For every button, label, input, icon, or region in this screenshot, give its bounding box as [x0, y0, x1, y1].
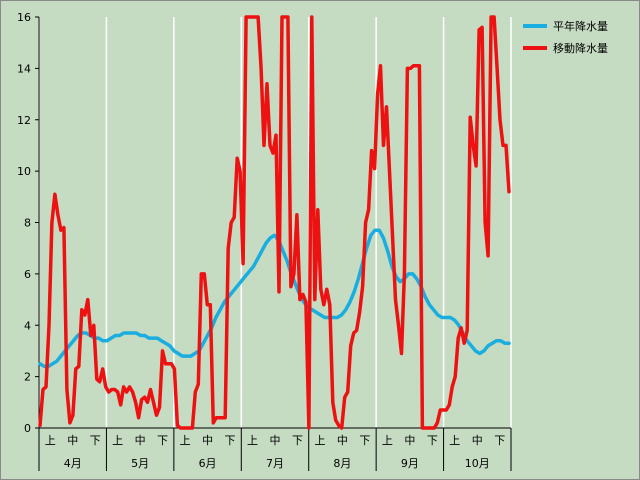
x-subcategory-label: 下 [157, 434, 168, 447]
x-subcategory-label: 中 [270, 434, 281, 447]
x-subcategory-label: 上 [314, 434, 325, 447]
x-month-label: 4月 [64, 457, 82, 470]
x-subcategory-label: 中 [67, 434, 78, 447]
legend-label-moving: 移動降水量 [553, 42, 608, 55]
legend-swatch-moving [523, 46, 547, 50]
x-subcategory-label: 中 [202, 434, 213, 447]
y-tick-label: 12 [17, 114, 31, 127]
x-subcategory-label: 上 [180, 434, 191, 447]
y-tick-label: 14 [17, 62, 31, 75]
x-month-label: 9月 [401, 457, 419, 470]
legend: 平年降水量 移動降水量 [523, 15, 635, 59]
y-tick-label: 6 [24, 268, 31, 281]
y-tick-label: 16 [17, 11, 31, 24]
x-subcategory-label: 上 [449, 434, 460, 447]
x-axis-labels: 上中下4月上中下5月上中下6月上中下7月上中下8月上中下9月上中下10月 [45, 434, 506, 470]
series-line-normal [38, 228, 511, 369]
legend-label-normal: 平年降水量 [553, 20, 608, 33]
x-subcategory-label: 上 [112, 434, 123, 447]
y-tick-label: 0 [24, 422, 31, 435]
x-month-label: 5月 [131, 457, 149, 470]
legend-item-moving: 移動降水量 [523, 37, 635, 59]
series-line-moving [38, 15, 511, 430]
series-lines [38, 15, 511, 430]
x-subcategory-label: 下 [427, 434, 438, 447]
x-month-label: 10月 [465, 457, 490, 470]
legend-item-normal: 平年降水量 [523, 15, 635, 37]
plot-area [39, 17, 511, 428]
x-subcategory-label: 上 [247, 434, 258, 447]
x-subcategory-label: 下 [494, 434, 505, 447]
x-subcategory-label: 下 [90, 434, 101, 447]
x-subcategory-label: 上 [382, 434, 393, 447]
x-month-label: 7月 [266, 457, 284, 470]
y-axis-ticks: 0 2 4 6 8 10 12 14 16 [17, 11, 39, 435]
x-subcategory-label: 下 [225, 434, 236, 447]
x-subcategory-label: 上 [45, 434, 56, 447]
x-subcategory-label: 中 [337, 434, 348, 447]
y-tick-label: 8 [24, 217, 31, 230]
x-subcategory-label: 中 [472, 434, 483, 447]
y-tick-label: 2 [24, 371, 31, 384]
y-tick-label: 10 [17, 165, 31, 178]
x-month-label: 6月 [199, 457, 217, 470]
x-subcategory-label: 中 [404, 434, 415, 447]
x-subcategory-label: 下 [292, 434, 303, 447]
x-month-label: 8月 [333, 457, 351, 470]
y-tick-label: 4 [24, 319, 31, 332]
x-subcategory-label: 中 [135, 434, 146, 447]
legend-swatch-normal [523, 24, 547, 28]
x-subcategory-label: 下 [359, 434, 370, 447]
